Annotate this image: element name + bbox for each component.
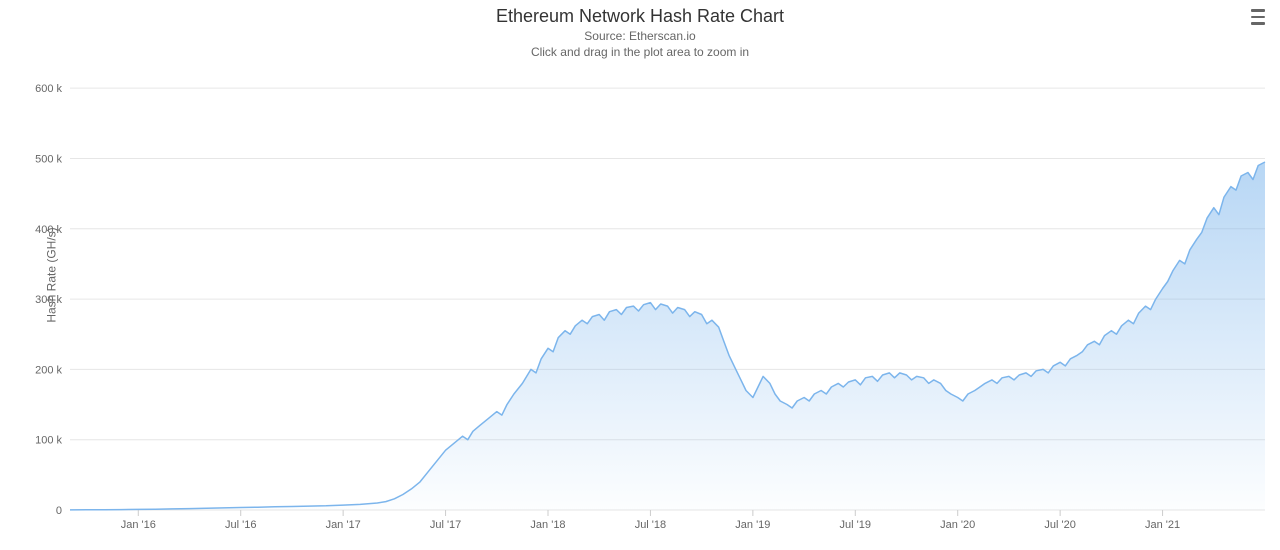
y-tick-label: 0 bbox=[56, 505, 62, 517]
y-tick-label: 100 k bbox=[35, 435, 62, 447]
x-tick-label: Jul '19 bbox=[840, 519, 871, 531]
x-tick-label: Jan '16 bbox=[121, 519, 156, 531]
x-tick-label: Jul '16 bbox=[225, 519, 256, 531]
y-tick-label: 300 k bbox=[35, 294, 62, 306]
x-tick-label: Jul '18 bbox=[635, 519, 666, 531]
x-tick-label: Jul '17 bbox=[430, 519, 461, 531]
chart-container: Ethereum Network Hash Rate Chart Source:… bbox=[0, 0, 1280, 550]
chart-svg[interactable]: 0100 k200 k300 k400 k500 k600 k Jan '16J… bbox=[0, 0, 1280, 550]
y-tick-label: 400 k bbox=[35, 224, 62, 236]
y-tick-label: 500 k bbox=[35, 153, 62, 165]
y-tick-labels: 0 100 k 200 k 300 k 400 k 500 k 600 k bbox=[35, 83, 62, 517]
series-area bbox=[70, 162, 1265, 510]
x-tick-label: Jul '20 bbox=[1044, 519, 1075, 531]
y-tick-label: 600 k bbox=[35, 83, 62, 95]
x-tick-label: Jan '19 bbox=[735, 519, 770, 531]
x-tick-label: Jan '18 bbox=[530, 519, 565, 531]
x-tick-labels: Jan '16 Jul '16 Jan '17 Jul '17 Jan '18 Jul '… bbox=[121, 510, 1180, 531]
y-tick-label: 200 k bbox=[35, 364, 62, 376]
x-tick-label: Jan '20 bbox=[940, 519, 975, 531]
x-tick-label: Jan '17 bbox=[326, 519, 361, 531]
x-tick-label: Jan '21 bbox=[1145, 519, 1180, 531]
